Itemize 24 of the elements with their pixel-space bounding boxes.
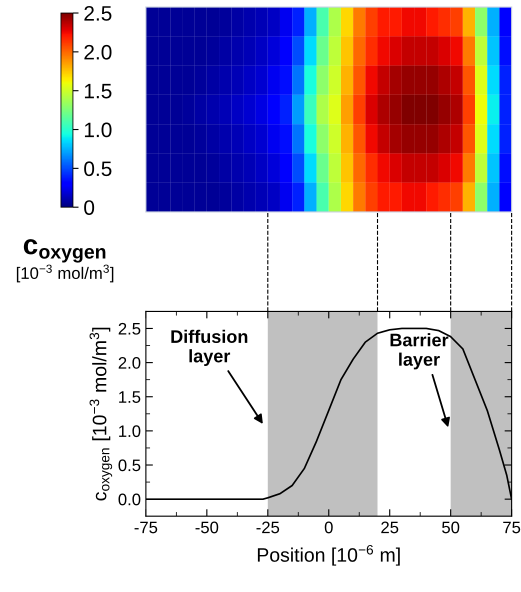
color-bar-label: 2.0	[84, 44, 112, 60]
y-axis-title: c$_{oxygen}$ [10$^{−3}$ mol/m$^{3}$]	[90, 328, 112, 500]
y-tick-label: 2.5	[118, 322, 140, 335]
color-bar-label: 1.0	[84, 122, 112, 138]
annotation: Diffusion layer	[171, 330, 248, 366]
color-bar-label: 0	[84, 200, 94, 215]
x-tick-label: 25	[381, 522, 398, 534]
color-bar-label: 1.5	[84, 84, 112, 98]
x-tick-label: -75	[134, 522, 158, 534]
y-tick-label: 2.0	[118, 357, 140, 369]
color-bar-label: 0.5	[84, 161, 112, 176]
x-axis-title: Position [10$^{−6}$ m]	[258, 544, 400, 566]
y-tick-label: 1.5	[119, 391, 140, 403]
x-tick-label: 50	[442, 522, 460, 534]
x-tick-label: 0	[324, 522, 333, 534]
color-bar-label: 2.5	[84, 6, 112, 21]
annotation: Barrier layer	[390, 333, 448, 370]
y-tick-label: 0.0	[118, 494, 140, 506]
x-tick-label: -50	[196, 522, 218, 534]
y-tick-label: 0.5	[118, 459, 140, 472]
color-bar-title: c$_{oxygen}$ [10$^{−3}$ mol/m$^{3}$]	[16, 239, 114, 282]
x-tick-label: -25	[256, 522, 280, 534]
y-tick-label: 1.0	[119, 425, 140, 438]
x-tick-label: 75	[503, 522, 520, 534]
